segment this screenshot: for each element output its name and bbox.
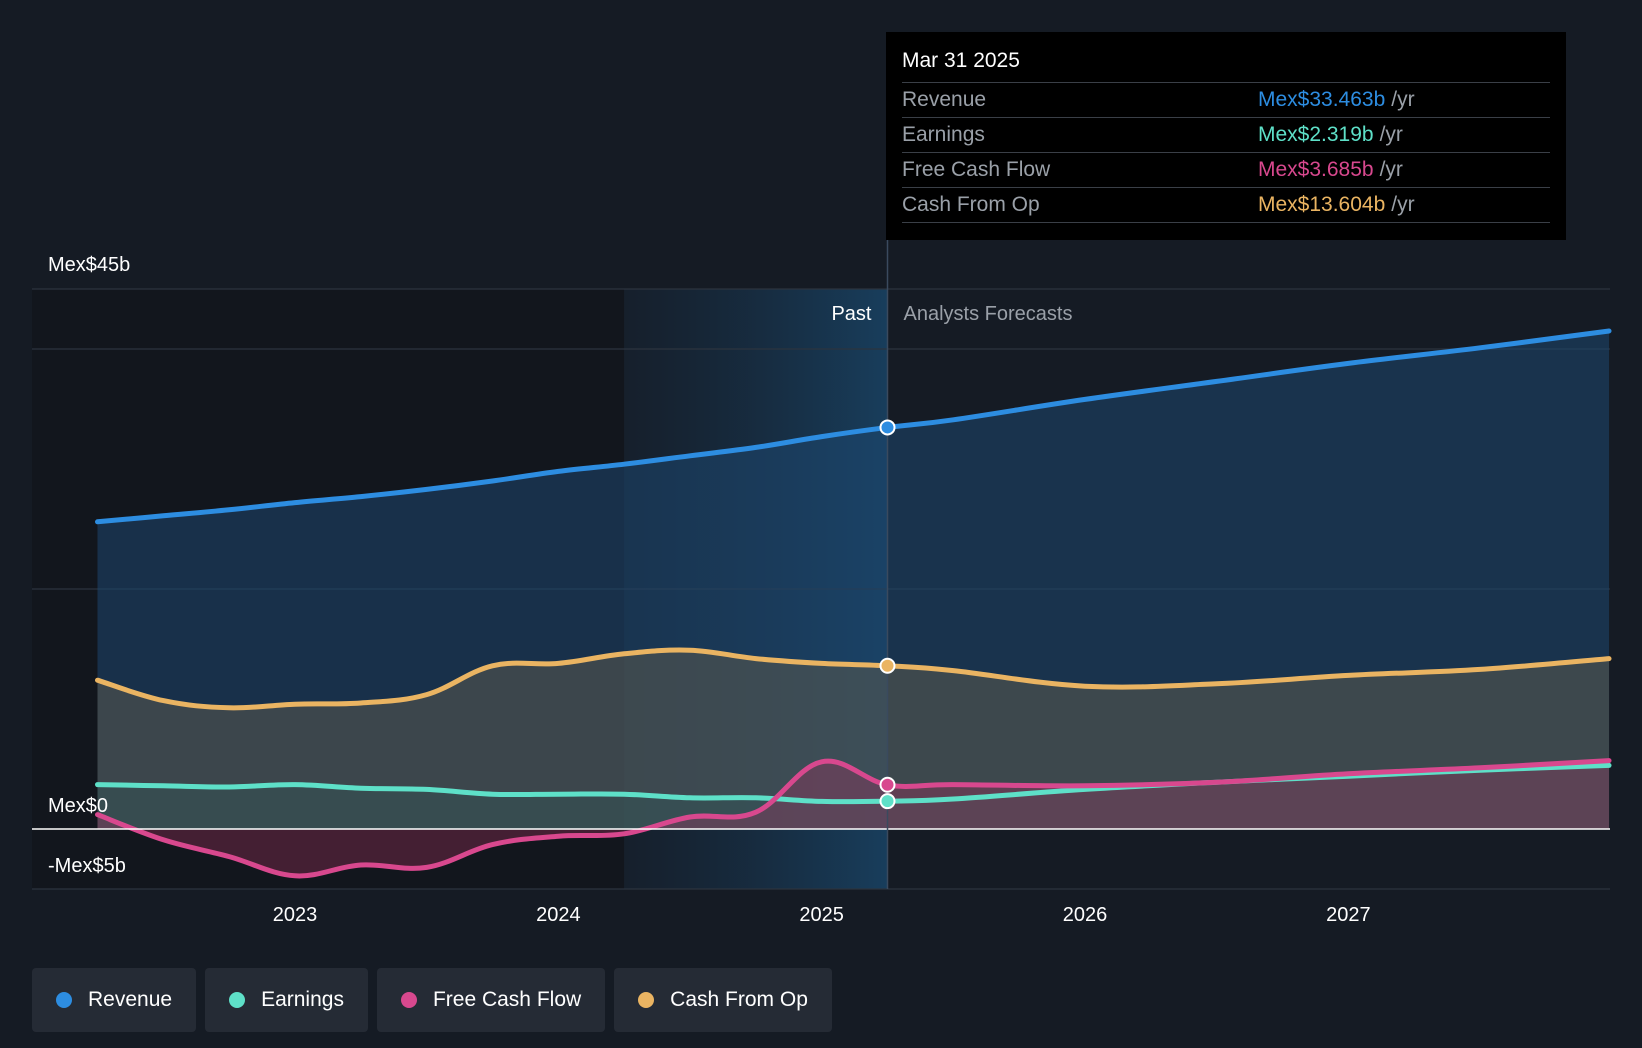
legend-item-free-cash-flow[interactable]: Free Cash Flow — [376, 968, 606, 1032]
y-label-zero: Mex$0 — [48, 795, 108, 817]
legend-dot-icon — [229, 992, 246, 1008]
tooltip-row-earnings: Earnings Mex$2.319b /yr — [902, 118, 1550, 153]
area-free-cash-flow — [97, 760, 1610, 876]
area-earnings — [97, 765, 1610, 829]
series-areas — [97, 331, 1610, 876]
past-label: Past — [831, 303, 871, 325]
x-tick-label: 2023 — [273, 904, 318, 926]
tooltip-row-revenue: Revenue Mex$33.463b /yr — [902, 83, 1550, 118]
legend-label: Revenue — [88, 988, 173, 1011]
forecast-label: Analysts Forecasts — [904, 303, 1073, 325]
legend-label: Free Cash Flow — [432, 988, 582, 1011]
legend-item-revenue[interactable]: Revenue — [32, 968, 197, 1032]
tooltip-unit: /yr — [1379, 123, 1403, 146]
tooltip-value: Mex$3.685b — [1258, 158, 1374, 181]
tooltip-date: Mar 31 2025 — [902, 46, 1550, 83]
tooltip-label: Cash From Op — [902, 193, 1040, 216]
legend-item-cash-from-op[interactable]: Cash From Op — [614, 968, 832, 1032]
legend: Revenue Earnings Free Cash Flow Cash Fro… — [32, 968, 832, 1032]
legend-label: Cash From Op — [670, 988, 808, 1011]
tooltip-row-cash-from-op: Cash From Op Mex$13.604b /yr — [902, 188, 1550, 223]
tooltip-label: Earnings — [902, 123, 985, 146]
x-tick-label: 2025 — [799, 904, 844, 926]
line-revenue — [95, 328, 1612, 525]
tooltip-label: Free Cash Flow — [902, 158, 1051, 181]
series-lines — [95, 328, 1612, 879]
legend-label: Earnings — [261, 988, 344, 1011]
x-axis-ticks: 2023 2024 2025 2026 2027 — [273, 904, 1371, 926]
tooltip: Mar 31 2025 Revenue Mex$33.463b /yr Earn… — [886, 32, 1566, 240]
tooltip-label: Revenue — [902, 88, 987, 111]
y-label-top: Mex$45b — [48, 254, 130, 276]
marker-free-cash-flow — [879, 776, 896, 793]
line-free-cash-flow — [95, 758, 1612, 879]
tooltip-value: Mex$33.463b — [1258, 88, 1386, 111]
area-cash-from-op — [97, 650, 1610, 829]
tooltip-unit: /yr — [1379, 158, 1403, 181]
tooltip-value: Mex$2.319b — [1258, 123, 1374, 146]
x-tick-label: 2024 — [536, 904, 581, 926]
marker-earnings — [879, 793, 896, 810]
x-tick-label: 2027 — [1326, 904, 1371, 926]
x-tick-label: 2026 — [1063, 904, 1108, 926]
y-label-bottom: -Mex$5b — [48, 855, 126, 877]
tooltip-unit: /yr — [1391, 193, 1415, 216]
tooltip-row-free-cash-flow: Free Cash Flow Mex$3.685b /yr — [902, 153, 1550, 188]
marker-revenue — [879, 419, 896, 436]
legend-dot-icon — [56, 992, 72, 1008]
legend-dot-icon — [638, 992, 655, 1008]
marker-cash-from-op — [879, 657, 896, 674]
tooltip-value: Mex$13.604b — [1258, 193, 1386, 216]
line-cash-from-op — [95, 647, 1612, 711]
tooltip-unit: /yr — [1391, 88, 1415, 111]
legend-item-earnings[interactable]: Earnings — [205, 968, 368, 1032]
tooltip-markers — [879, 419, 896, 810]
legend-dot-icon — [400, 992, 417, 1008]
